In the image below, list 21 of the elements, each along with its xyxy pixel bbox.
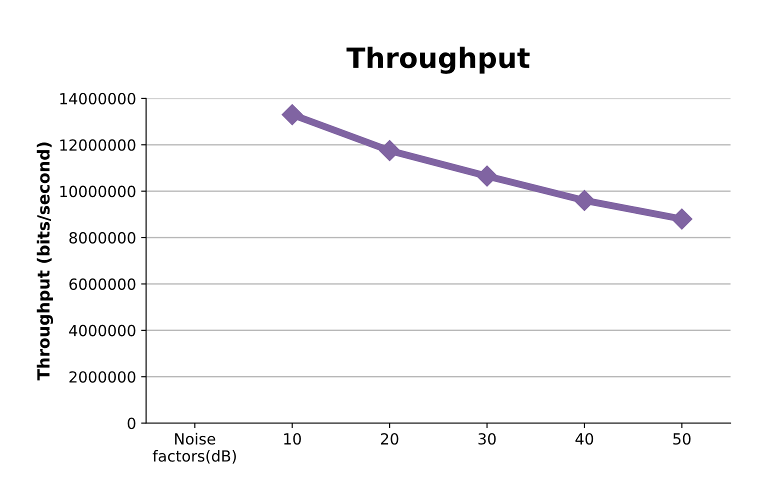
point <box>574 190 595 211</box>
point <box>379 140 400 162</box>
y-tick-label: 10000000 <box>60 186 136 198</box>
chart-title: Throughput <box>346 46 530 74</box>
y-tick-label: 0 <box>128 418 136 430</box>
point <box>671 208 692 230</box>
y-tick-label: 12000000 <box>60 139 136 151</box>
x-tick-label: 50 <box>673 433 691 445</box>
x-tick-label: 10 <box>284 433 301 445</box>
y-tick-label: 8000000 <box>69 232 136 244</box>
y-tick-label: 6000000 <box>69 278 136 290</box>
x-tick-label: Noise factors(dB) <box>152 432 236 464</box>
x-tick-label: 40 <box>575 433 594 445</box>
point <box>282 104 303 126</box>
x-tick-label: 20 <box>381 433 398 445</box>
y-axis-title: Throughput (bits/second) <box>36 142 54 380</box>
y-tick-label: 2000000 <box>69 371 136 383</box>
point <box>476 166 498 187</box>
y-tick-label: 14000000 <box>60 92 136 104</box>
y-tick-label: 4000000 <box>69 324 136 336</box>
x-tick-label: 30 <box>478 433 496 445</box>
